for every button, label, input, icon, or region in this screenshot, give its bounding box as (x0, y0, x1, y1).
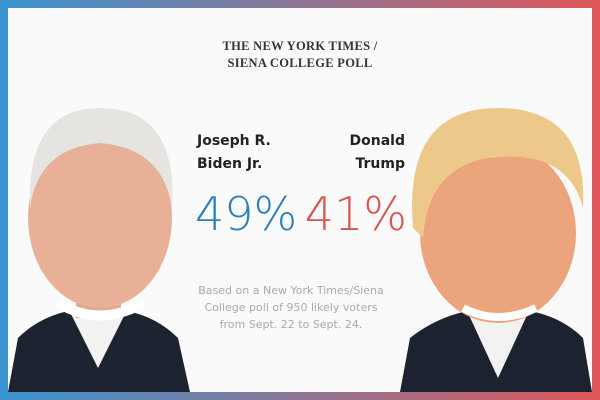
title-line: THE NEW YORK TIMES / (222, 39, 377, 53)
biden-portrait (8, 108, 190, 392)
candidate-name: Joseph R. (196, 133, 271, 149)
panel: THE NEW YORK TIMES / SIENA COLLEGE POLL … (8, 8, 592, 392)
note-line: from Sept. 22 to Sept. 24. (220, 318, 363, 331)
candidate-name: Donald (350, 133, 405, 149)
graphic: THE NEW YORK TIMES / SIENA COLLEGE POLL … (8, 39, 592, 392)
candidate-percent: 41% (305, 187, 407, 241)
candidate-percent: 49% (195, 187, 297, 241)
note-line: College poll of 950 likely voters (205, 301, 378, 314)
trump-portrait (400, 108, 592, 392)
candidate-name: Trump (356, 156, 406, 172)
candidate-name: Biden Jr. (197, 156, 262, 172)
title-line: SIENA COLLEGE POLL (227, 56, 372, 70)
note-line: Based on a New York Times/Siena (198, 284, 383, 297)
